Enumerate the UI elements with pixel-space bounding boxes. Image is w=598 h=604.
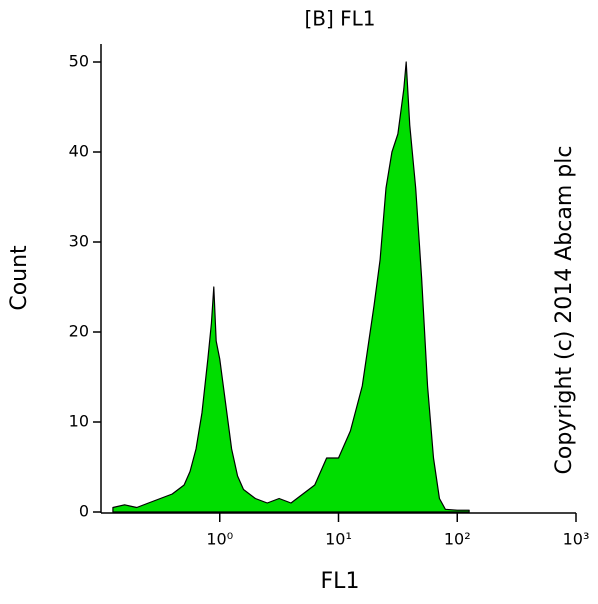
x-axis-label: FL1 [321, 569, 360, 594]
chart-title: [B] FL1 [304, 7, 375, 31]
y-tick-label: 40 [69, 142, 89, 161]
x-tick-label: 10³ [563, 530, 590, 549]
x-tick-label: 10⁰ [206, 530, 233, 549]
x-tick-label: 10² [444, 530, 471, 549]
y-tick-label: 50 [69, 52, 89, 71]
y-tick-label: 30 [69, 232, 89, 251]
y-tick-label: 20 [69, 322, 89, 341]
y-axis-label: Count [7, 245, 32, 311]
x-tick-label: 10¹ [325, 530, 352, 549]
y-tick-label: 10 [69, 412, 89, 431]
annotation: Copyright (c) 2014 Abcam plc [552, 146, 577, 475]
area [112, 61, 470, 513]
y-tick-label: 0 [79, 502, 89, 521]
